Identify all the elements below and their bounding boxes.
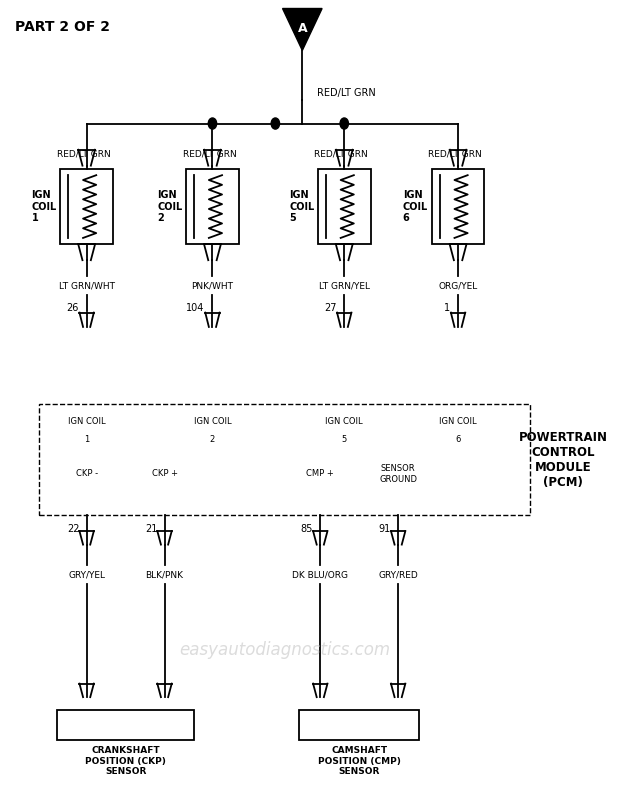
Text: RED/LT GRN: RED/LT GRN: [428, 150, 482, 158]
Bar: [61, 169, 113, 244]
Bar: [39, 404, 530, 515]
Text: SENSOR
GROUND: SENSOR GROUND: [379, 464, 417, 483]
Text: easyautodiagnostics.com: easyautodiagnostics.com: [179, 642, 390, 659]
Polygon shape: [282, 9, 322, 50]
Text: CKP -: CKP -: [75, 470, 98, 478]
Text: CMP +: CMP +: [307, 470, 334, 478]
Text: LT GRN/YEL: LT GRN/YEL: [319, 281, 370, 290]
Text: PNK/WHT: PNK/WHT: [192, 281, 234, 290]
Bar: [57, 710, 195, 740]
Text: BLK/PNK: BLK/PNK: [145, 570, 184, 579]
Text: CKP +: CKP +: [151, 470, 177, 478]
Text: 21: 21: [145, 525, 158, 534]
Text: 104: 104: [186, 303, 205, 313]
Text: RED/LT GRN: RED/LT GRN: [317, 88, 376, 98]
Text: 6: 6: [455, 435, 461, 444]
Text: RED/LT GRN: RED/LT GRN: [315, 150, 368, 158]
Text: 1: 1: [444, 303, 451, 313]
Bar: [432, 169, 485, 244]
Circle shape: [271, 118, 279, 129]
Text: 5: 5: [342, 435, 347, 444]
Text: LT GRN/WHT: LT GRN/WHT: [59, 281, 115, 290]
Text: RED/LT GRN: RED/LT GRN: [57, 150, 111, 158]
Text: CAMSHAFT
POSITION (CMP)
SENSOR: CAMSHAFT POSITION (CMP) SENSOR: [318, 746, 400, 776]
Text: IGN
COIL
2: IGN COIL 2: [157, 190, 182, 223]
Bar: [186, 169, 239, 244]
Text: 2: 2: [210, 435, 215, 444]
Text: IGN COIL: IGN COIL: [439, 417, 477, 426]
Text: 27: 27: [324, 303, 336, 313]
Text: IGN
COIL
1: IGN COIL 1: [32, 190, 57, 223]
Text: 1: 1: [84, 435, 89, 444]
Text: ORG/YEL: ORG/YEL: [438, 281, 478, 290]
Text: GRY/YEL: GRY/YEL: [68, 570, 105, 579]
Text: 91: 91: [379, 525, 391, 534]
Bar: [299, 710, 419, 740]
Circle shape: [340, 118, 349, 129]
Text: 85: 85: [301, 525, 313, 534]
Text: POWERTRAIN
CONTROL
MODULE
(PCM): POWERTRAIN CONTROL MODULE (PCM): [519, 430, 607, 489]
Text: IGN COIL: IGN COIL: [68, 417, 106, 426]
Text: A: A: [297, 22, 307, 34]
Text: DK BLU/ORG: DK BLU/ORG: [292, 570, 349, 579]
Text: IGN
COIL
6: IGN COIL 6: [403, 190, 428, 223]
Text: IGN COIL: IGN COIL: [193, 417, 231, 426]
Text: CRANKSHAFT
POSITION (CKP)
SENSOR: CRANKSHAFT POSITION (CKP) SENSOR: [85, 746, 166, 776]
Bar: [318, 169, 371, 244]
Text: IGN
COIL
5: IGN COIL 5: [289, 190, 315, 223]
Circle shape: [208, 118, 217, 129]
Text: 22: 22: [67, 525, 80, 534]
Text: 26: 26: [67, 303, 79, 313]
Text: IGN COIL: IGN COIL: [326, 417, 363, 426]
Text: RED/LT GRN: RED/LT GRN: [182, 150, 236, 158]
Text: GRY/RED: GRY/RED: [378, 570, 418, 579]
Text: PART 2 OF 2: PART 2 OF 2: [15, 20, 110, 34]
